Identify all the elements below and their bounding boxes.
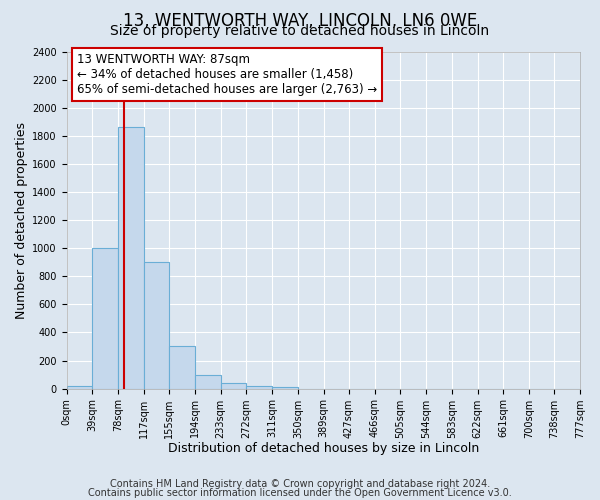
Y-axis label: Number of detached properties: Number of detached properties <box>15 122 28 318</box>
Bar <box>221 383 247 388</box>
Bar <box>195 374 221 388</box>
Bar <box>118 128 144 388</box>
Bar <box>144 262 169 388</box>
X-axis label: Distribution of detached houses by size in Lincoln: Distribution of detached houses by size … <box>167 442 479 455</box>
Bar <box>92 248 118 388</box>
Text: Contains HM Land Registry data © Crown copyright and database right 2024.: Contains HM Land Registry data © Crown c… <box>110 479 490 489</box>
Text: 13 WENTWORTH WAY: 87sqm
← 34% of detached houses are smaller (1,458)
65% of semi: 13 WENTWORTH WAY: 87sqm ← 34% of detache… <box>77 53 377 96</box>
Text: 13, WENTWORTH WAY, LINCOLN, LN6 0WE: 13, WENTWORTH WAY, LINCOLN, LN6 0WE <box>123 12 477 30</box>
Text: Size of property relative to detached houses in Lincoln: Size of property relative to detached ho… <box>110 24 490 38</box>
Bar <box>169 346 195 389</box>
Bar <box>67 386 92 388</box>
Text: Contains public sector information licensed under the Open Government Licence v3: Contains public sector information licen… <box>88 488 512 498</box>
Bar <box>272 386 298 388</box>
Bar <box>247 386 272 388</box>
